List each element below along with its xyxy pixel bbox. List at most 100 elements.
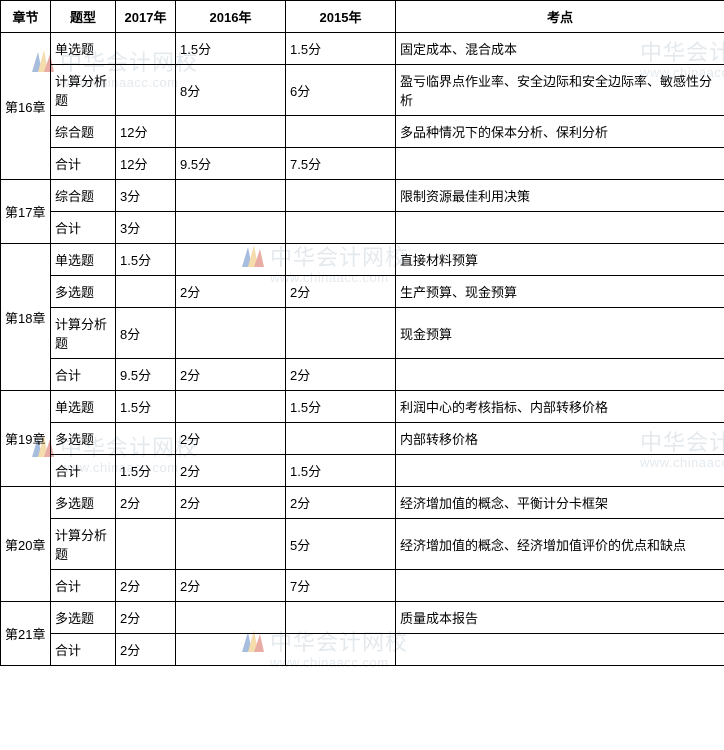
- cell-y2017: 2分: [116, 487, 176, 519]
- header-2015: 2015年: [286, 1, 396, 33]
- cell-type: 多选题: [51, 602, 116, 634]
- cell-y2015: 6分: [286, 65, 396, 116]
- cell-y2015: [286, 634, 396, 666]
- cell-topic: [396, 570, 724, 602]
- cell-y2016: [176, 602, 286, 634]
- cell-type: 合计: [51, 570, 116, 602]
- cell-y2016: [176, 519, 286, 570]
- chapter-cell: 第19章: [1, 391, 51, 487]
- cell-type: 计算分析题: [51, 519, 116, 570]
- table-row: 合计2分2分7分: [1, 570, 724, 602]
- cell-type: 计算分析题: [51, 308, 116, 359]
- table-row: 多选题 2分 内部转移价格: [1, 423, 724, 455]
- cell-y2015: [286, 116, 396, 148]
- cell-y2017: [116, 519, 176, 570]
- cell-type: 多选题: [51, 276, 116, 308]
- cell-type: 单选题: [51, 33, 116, 65]
- cell-y2016: [176, 391, 286, 423]
- cell-y2016: [176, 634, 286, 666]
- cell-y2015: [286, 308, 396, 359]
- cell-y2017: [116, 65, 176, 116]
- cell-y2017: 1.5分: [116, 455, 176, 487]
- chapter-cell: 第16章: [1, 33, 51, 180]
- cell-topic: 直接材料预算: [396, 244, 724, 276]
- cell-y2017: 9.5分: [116, 359, 176, 391]
- table-row: 第18章单选题1.5分直接材料预算: [1, 244, 724, 276]
- cell-topic: 利润中心的考核指标、内部转移价格: [396, 391, 724, 423]
- cell-type: 合计: [51, 455, 116, 487]
- cell-y2015: 1.5分: [286, 33, 396, 65]
- cell-y2015: 5分: [286, 519, 396, 570]
- cell-topic: [396, 359, 724, 391]
- cell-topic: 内部转移价格: [396, 423, 724, 455]
- table-row: 综合题12分多品种情况下的保本分析、保利分析: [1, 116, 724, 148]
- cell-type: 合计: [51, 359, 116, 391]
- table-row: 计算分析题 5分经济增加值的概念、经济增加值评价的优点和缺点: [1, 519, 724, 570]
- cell-y2016: 2分: [176, 423, 286, 455]
- cell-type: 合计: [51, 148, 116, 180]
- cell-y2017: 2分: [116, 602, 176, 634]
- cell-y2017: [116, 33, 176, 65]
- cell-y2016: 2分: [176, 455, 286, 487]
- header-2016: 2016年: [176, 1, 286, 33]
- cell-y2017: 2分: [116, 634, 176, 666]
- cell-y2017: 3分: [116, 180, 176, 212]
- table-row: 第16章单选题1.5分1.5分固定成本、混合成本: [1, 33, 724, 65]
- cell-y2017: 2分: [116, 570, 176, 602]
- table-row: 计算分析题8分现金预算: [1, 308, 724, 359]
- cell-y2017: 3分: [116, 212, 176, 244]
- cell-topic: [396, 148, 724, 180]
- cell-type: 单选题: [51, 391, 116, 423]
- chapter-cell: 第17章: [1, 180, 51, 244]
- cell-y2015: [286, 212, 396, 244]
- cell-y2016: [176, 116, 286, 148]
- cell-y2016: [176, 244, 286, 276]
- cell-y2016: 2分: [176, 570, 286, 602]
- cell-topic: 经济增加值的概念、平衡计分卡框架: [396, 487, 724, 519]
- cell-y2016: 2分: [176, 487, 286, 519]
- table-row: 合计3分: [1, 212, 724, 244]
- cell-type: 综合题: [51, 180, 116, 212]
- cell-topic: 生产预算、现金预算: [396, 276, 724, 308]
- cell-topic: 经济增加值的概念、经济增加值评价的优点和缺点: [396, 519, 724, 570]
- cell-y2017: [116, 423, 176, 455]
- table-row: 第17章综合题3分限制资源最佳利用决策: [1, 180, 724, 212]
- cell-type: 计算分析题: [51, 65, 116, 116]
- cell-y2016: 9.5分: [176, 148, 286, 180]
- cell-type: 多选题: [51, 423, 116, 455]
- cell-type: 单选题: [51, 244, 116, 276]
- cell-type: 综合题: [51, 116, 116, 148]
- table-row: 多选题2分2分生产预算、现金预算: [1, 276, 724, 308]
- cell-y2015: 2分: [286, 359, 396, 391]
- table-row: 合计12分9.5分7.5分: [1, 148, 724, 180]
- cell-y2015: 7分: [286, 570, 396, 602]
- cell-topic: 限制资源最佳利用决策: [396, 180, 724, 212]
- cell-topic: [396, 634, 724, 666]
- cell-y2017: [116, 276, 176, 308]
- cell-type: 合计: [51, 212, 116, 244]
- header-topic: 考点: [396, 1, 724, 33]
- table-row: 合计1.5分2分1.5分: [1, 455, 724, 487]
- cell-y2017: 8分: [116, 308, 176, 359]
- cell-y2015: [286, 244, 396, 276]
- cell-y2015: [286, 180, 396, 212]
- header-chapter: 章节: [1, 1, 51, 33]
- cell-y2017: 12分: [116, 116, 176, 148]
- chapter-cell: 第21章: [1, 602, 51, 666]
- cell-y2016: [176, 212, 286, 244]
- exam-analysis-table: 章节 题型 2017年 2016年 2015年 考点 第16章单选题1.5分1.…: [0, 0, 724, 666]
- table-row: 第19章单选题1.5分1.5分利润中心的考核指标、内部转移价格: [1, 391, 724, 423]
- cell-y2015: 1.5分: [286, 391, 396, 423]
- header-type: 题型: [51, 1, 116, 33]
- cell-y2016: 2分: [176, 276, 286, 308]
- cell-y2015: 2分: [286, 487, 396, 519]
- cell-topic: 质量成本报告: [396, 602, 724, 634]
- chapter-cell: 第18章: [1, 244, 51, 391]
- cell-y2015: 1.5分: [286, 455, 396, 487]
- cell-topic: 固定成本、混合成本: [396, 33, 724, 65]
- table-header-row: 章节 题型 2017年 2016年 2015年 考点: [1, 1, 724, 33]
- table-row: 第20章多选题2分2分2分经济增加值的概念、平衡计分卡框架: [1, 487, 724, 519]
- table-row: 计算分析题8分6分盈亏临界点作业率、安全边际和安全边际率、敏感性分析: [1, 65, 724, 116]
- cell-type: 合计: [51, 634, 116, 666]
- cell-y2016: 2分: [176, 359, 286, 391]
